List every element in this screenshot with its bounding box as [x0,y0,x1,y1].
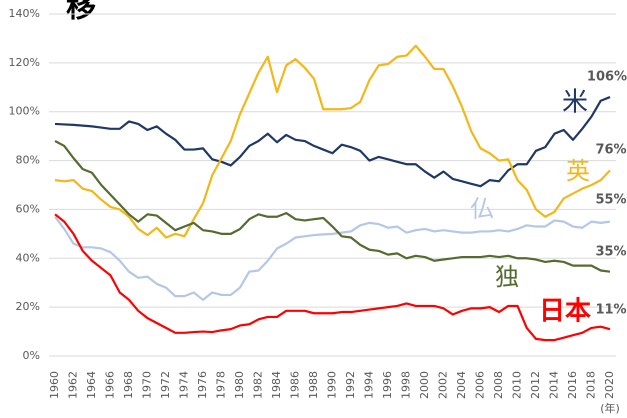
x-tick-label: 2018 [585,371,598,399]
x-tick-label: 1992 [344,371,357,399]
x-tick-label: 1972 [159,371,172,399]
y-tick-label: 60% [16,202,40,215]
x-tick-label: 2020 [603,371,616,399]
end-label: 35% [595,245,626,260]
x-tick-label: 2002 [437,371,450,399]
end-label: 55% [595,193,626,208]
y-tick-label: 20% [16,300,40,313]
x-tick-label: 2000 [418,371,431,399]
x-tick-label: 1978 [215,371,228,399]
series-line [54,140,611,273]
x-tick-label: 1962 [67,371,80,399]
x-tick-label: 1970 [141,371,154,399]
x-tick-label: 2010 [511,371,524,399]
x-tick-label: 2008 [492,371,505,399]
x-tick-label: 1990 [326,371,339,399]
end-label: 76% [595,143,626,158]
x-tick-label: 1968 [122,371,135,399]
x-tick-label: 2016 [566,371,579,399]
x-unit-label: (年) [600,401,620,415]
x-tick-label: 1998 [400,371,413,399]
y-tick-label: 80% [16,154,40,167]
x-tick-label: 2012 [529,371,542,399]
end-label: 106% [587,70,627,85]
series-name: 英 [566,157,590,185]
x-tick-label: 1976 [196,371,209,399]
series-name: 独 [495,263,519,291]
x-tick-label: 1986 [289,371,302,399]
x-tick-label: 1988 [307,371,320,399]
y-tick-label: 40% [16,251,40,264]
y-tick-label: 120% [9,56,40,69]
x-tick-label: 2014 [548,371,561,399]
y-tick-label: 0% [23,349,40,362]
series-name: 仏 [470,195,494,223]
series-line [54,96,611,188]
series-name: 日本 [539,297,591,327]
series-line [54,213,611,342]
x-tick-label: 1974 [178,371,191,399]
x-tick-label: 1964 [85,371,98,399]
series-line [54,44,611,239]
x-tick-label: 1982 [252,371,265,399]
series-line [54,216,611,301]
x-tick-label: 2006 [474,371,487,399]
end-label: 11% [595,303,626,318]
x-tick-label: 1984 [270,371,283,399]
x-tick-label: 1966 [104,371,117,399]
chart-title: 移 [66,0,96,25]
y-tick-label: 100% [9,105,40,118]
y-tick-label: 140% [9,7,40,20]
x-tick-label: 1996 [381,371,394,399]
x-tick-label: 2004 [455,371,468,399]
x-tick-label: 1980 [233,371,246,399]
x-tick-label: 1994 [363,371,376,399]
x-tick-label: 1960 [48,371,61,399]
series-name: 米 [562,88,588,118]
